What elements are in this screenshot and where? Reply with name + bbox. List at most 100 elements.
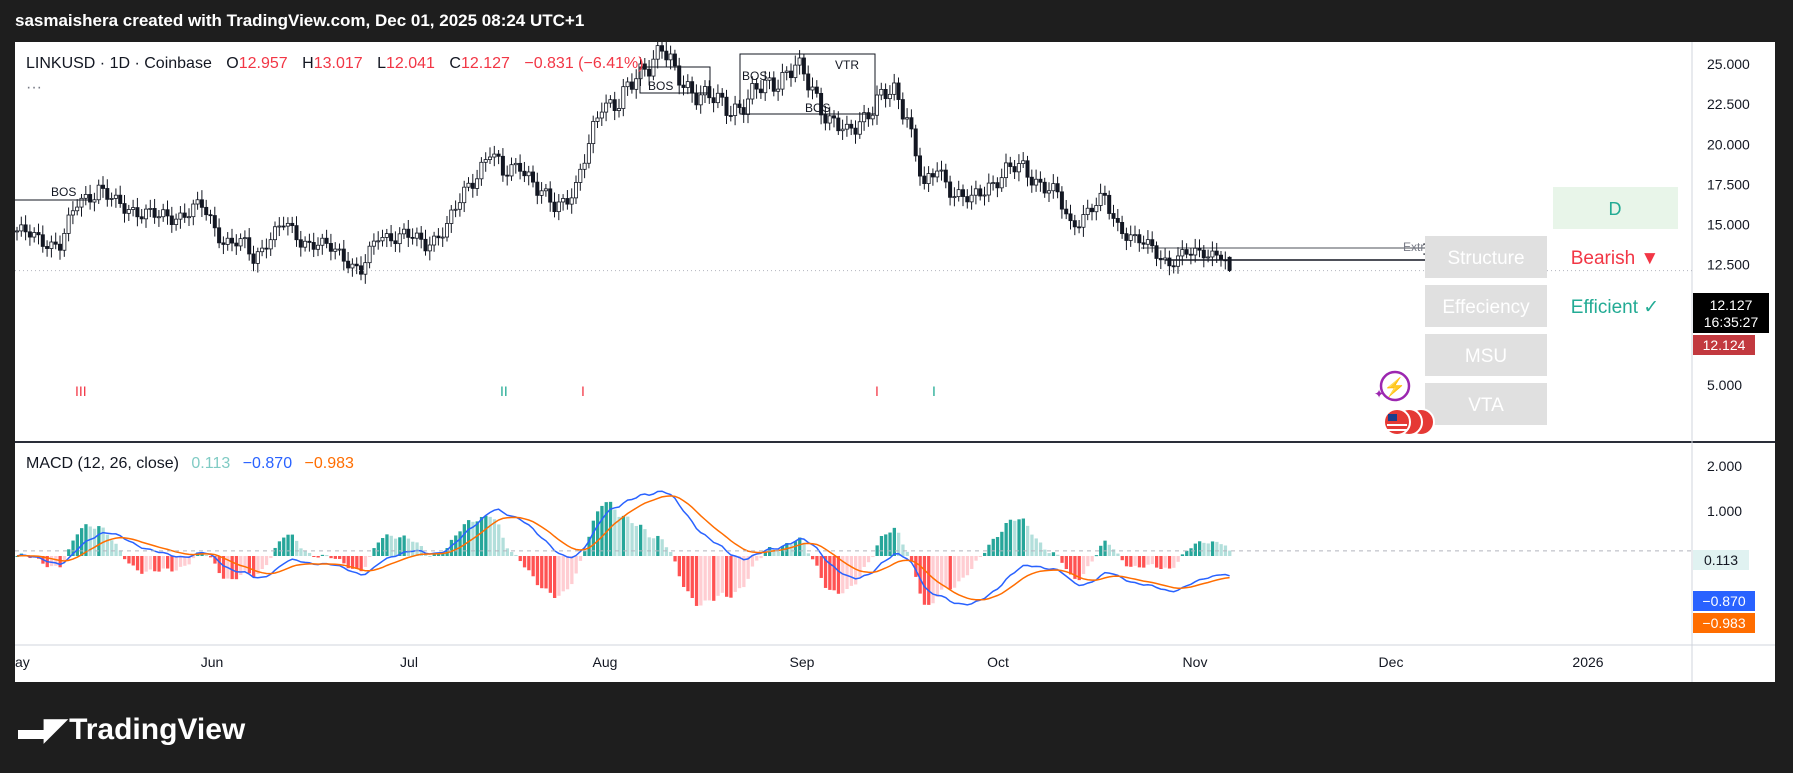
macd-histogram-bar [114, 543, 118, 556]
candle-down [737, 103, 742, 108]
candle-down [814, 86, 819, 94]
candle-down [264, 247, 269, 250]
time-tick-label: Sep [790, 654, 815, 670]
panel-vta-cell [1425, 383, 1547, 425]
candle-up [1210, 250, 1215, 258]
candle-down [801, 57, 806, 75]
candle-down [1029, 176, 1034, 186]
candle-up [767, 77, 772, 81]
candle-down [1115, 218, 1120, 223]
candle-down [247, 237, 252, 255]
candle-down [612, 99, 617, 111]
bos-label: BOS [648, 79, 673, 93]
macd-histogram-bar [725, 556, 729, 597]
candle-up [62, 233, 67, 251]
macd-histogram-bar [209, 556, 213, 558]
macd-histogram-bar [987, 544, 991, 556]
header-caption: sasmaishera created with TradingView.com… [15, 11, 585, 30]
macd-histogram-bar [467, 520, 471, 556]
candle-down [307, 240, 312, 243]
macd-histogram-bar [789, 544, 793, 556]
candle-down [58, 243, 63, 251]
candle-up [376, 240, 381, 243]
candle-up [1016, 163, 1021, 173]
bid-price-badge: 12.124 [1693, 335, 1755, 355]
macd-histogram-bar [802, 542, 806, 556]
candle-down [1124, 233, 1129, 241]
macd-histogram-bar [961, 556, 965, 578]
candle-down [771, 77, 776, 92]
candle-down [647, 68, 652, 77]
candle-down [518, 162, 523, 172]
candle-up [333, 248, 338, 252]
macd-histogram-bar [617, 516, 621, 556]
macd-histogram-bar [583, 550, 587, 556]
candle-up [285, 222, 290, 227]
candle-up [487, 156, 492, 160]
macd-histogram-bar [1047, 553, 1051, 556]
candle-up [15, 230, 19, 233]
candle-down [832, 115, 837, 119]
legend-more[interactable]: ··· [26, 79, 42, 96]
candle-down [1055, 183, 1060, 193]
macd-histogram-bar [858, 556, 862, 577]
tradingview-logo[interactable]: ▬◤ TradingView [18, 712, 245, 747]
macd-histogram-bar [299, 548, 303, 556]
candle-down [1012, 166, 1017, 173]
change-value: −0.831 (−6.41%) [524, 55, 643, 72]
macd-histogram-bar [1086, 556, 1090, 567]
macd-histogram-bar [505, 548, 509, 556]
candle-up [19, 224, 24, 232]
candle-up [453, 208, 458, 211]
candle-up [746, 98, 751, 115]
svg-text:✦: ✦ [1374, 387, 1384, 401]
candle-up [178, 212, 183, 220]
candle-up [509, 164, 514, 177]
macd-signal-value: −0.983 [305, 455, 354, 472]
macd-histogram-bar [1120, 556, 1124, 561]
macd-histogram-bar [983, 552, 987, 556]
macd-histogram-bar [1150, 556, 1154, 565]
candle-up [1081, 214, 1086, 228]
macd-histogram-bar [527, 556, 531, 571]
macd-histogram-bar [295, 540, 299, 556]
candle-up [698, 94, 703, 106]
macd-histogram-bar [1206, 543, 1210, 556]
candle-down [118, 194, 123, 204]
candle-up [457, 202, 462, 210]
candle-up [582, 162, 587, 170]
candle-down [896, 82, 901, 100]
candle-down [1219, 254, 1224, 261]
candle-down [552, 201, 557, 213]
candle-up [986, 182, 991, 196]
macd-histogram-bar [62, 556, 67, 561]
macd-histogram-bar [1137, 556, 1142, 568]
symbol-label[interactable]: LINKUSD · 1D · Coinbase O12.957 H13.017 … [26, 55, 644, 72]
candle-down [883, 89, 888, 100]
macd-histogram-bar [398, 537, 402, 556]
candle-up [608, 99, 613, 104]
macd-legend[interactable]: MACD (12, 26, close) 0.113 −0.870 −0.983 [26, 455, 354, 472]
candle-up [617, 108, 622, 111]
candle-up [315, 244, 320, 250]
macd-histogram-bar [58, 556, 62, 568]
macd-histogram-bar [1069, 556, 1073, 575]
candle-up [449, 209, 454, 224]
macd-histogram-bar [269, 556, 273, 559]
candle-up [991, 182, 996, 185]
macd-histogram-bar [596, 511, 600, 556]
candle-down [1038, 178, 1043, 183]
candle-down [341, 248, 346, 262]
macd-histogram-bar [131, 556, 135, 566]
candle-down [836, 117, 841, 132]
macd-histogram-bar [411, 541, 415, 556]
lightning-event-icon[interactable]: ⚡ ✦ [1374, 370, 1411, 402]
candle-down [720, 92, 725, 98]
candle-up [543, 188, 548, 192]
candle-up [75, 206, 80, 212]
bos-box [639, 66, 711, 94]
us-flag-events-icon[interactable] [1383, 408, 1435, 436]
candle-up [1021, 160, 1026, 164]
candle-up [750, 83, 755, 100]
macd-histogram-bar [922, 556, 927, 605]
